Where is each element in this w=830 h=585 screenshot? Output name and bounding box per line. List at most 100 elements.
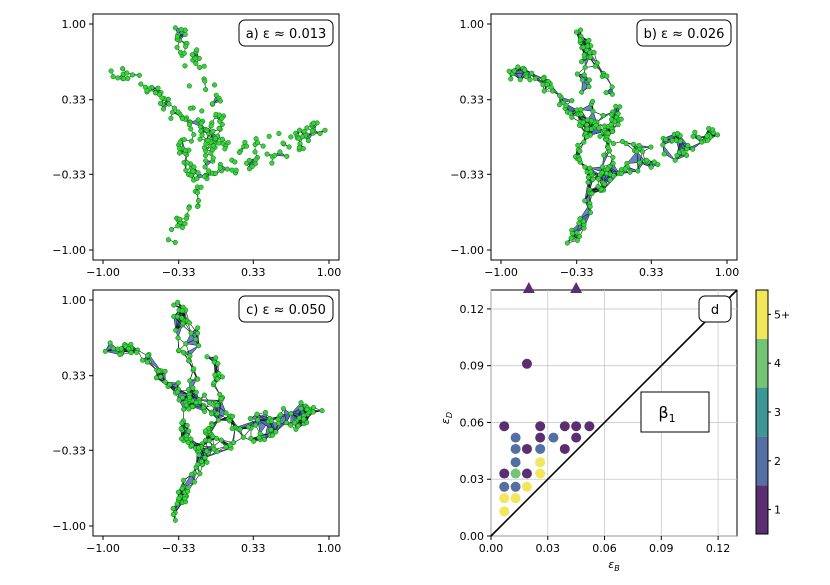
panel-b-title: b) ε ≈ 0.026 [644, 27, 725, 42]
colorbar-label: 5+ [774, 308, 790, 321]
data-point [189, 139, 194, 144]
data-point [199, 121, 204, 126]
data-point [173, 26, 178, 31]
data-point [195, 204, 200, 209]
data-point [204, 449, 209, 454]
data-point [705, 134, 710, 139]
data-point [600, 165, 605, 170]
data-point [183, 496, 188, 501]
data-point [199, 459, 204, 464]
data-point [119, 347, 124, 352]
persistence-point [535, 469, 545, 479]
data-point [662, 152, 667, 157]
data-point [656, 162, 661, 167]
data-point [216, 418, 221, 423]
data-point [210, 423, 215, 428]
data-point [681, 151, 686, 156]
data-point [195, 326, 200, 331]
data-point [589, 170, 594, 175]
y-tick-label: 0.33 [460, 94, 485, 107]
data-point [570, 231, 575, 236]
data-point [289, 411, 294, 416]
data-point [200, 109, 205, 114]
data-point [209, 412, 214, 417]
data-point [180, 395, 185, 400]
persistence-point [499, 421, 509, 431]
data-point [610, 129, 615, 134]
data-point [564, 103, 569, 108]
data-point [297, 128, 302, 133]
data-point [211, 144, 216, 149]
data-point [575, 238, 580, 243]
data-point [579, 59, 584, 64]
data-point [184, 433, 189, 438]
persistence-point [522, 359, 532, 369]
data-point [180, 486, 185, 491]
data-point [194, 48, 199, 53]
data-point [193, 56, 198, 61]
data-point [585, 134, 590, 139]
data-point [596, 177, 601, 182]
data-point [125, 76, 130, 81]
data-point [210, 101, 215, 106]
data-point [175, 34, 180, 39]
data-point [185, 423, 190, 428]
data-point [545, 82, 550, 87]
data-point [160, 96, 165, 101]
data-point [177, 217, 182, 222]
data-point [183, 148, 188, 153]
data-point [619, 171, 624, 176]
data-point [220, 137, 225, 142]
persistence-point [571, 421, 581, 431]
data-point [601, 153, 606, 158]
y-tick-label: −1.00 [52, 244, 86, 257]
data-point [287, 145, 292, 150]
data-point [311, 410, 316, 415]
data-point [217, 113, 222, 118]
data-point [609, 122, 614, 127]
x-tick-label: −1.00 [86, 542, 120, 555]
data-point [125, 71, 130, 76]
data-point [196, 171, 201, 176]
infinite-death-marker [523, 282, 535, 293]
x-tick-label: −1.00 [86, 266, 120, 279]
data-point [210, 434, 215, 439]
data-point [175, 45, 180, 50]
data-point [583, 199, 588, 204]
data-point [589, 119, 594, 124]
data-point [609, 117, 614, 122]
x-axis-label: εB [608, 558, 619, 573]
data-point [173, 240, 178, 245]
x-tick-label: 0.09 [649, 542, 674, 555]
data-point [507, 69, 512, 74]
data-point [192, 480, 197, 485]
data-point [697, 135, 702, 140]
data-point [184, 341, 189, 346]
data-point [305, 126, 310, 131]
data-point [191, 169, 196, 174]
data-point [580, 78, 585, 83]
data-point [604, 74, 609, 79]
data-point [189, 437, 194, 442]
data-point [167, 382, 172, 387]
data-point [195, 377, 200, 382]
persistence-point [499, 493, 509, 503]
data-point [205, 354, 210, 359]
y-tick-label: 0.06 [460, 416, 485, 429]
data-point [134, 350, 139, 355]
data-point [244, 161, 249, 166]
data-point [278, 412, 283, 417]
panel-a-label-box: a) ε ≈ 0.013 [239, 20, 333, 46]
data-point [284, 420, 289, 425]
x-tick-label: 0.06 [592, 542, 617, 555]
data-point [188, 127, 193, 132]
data-point [591, 109, 596, 114]
data-point [177, 151, 182, 156]
y-tick-label: 0.12 [460, 303, 485, 316]
data-point [232, 160, 237, 165]
x-tick-label: 0.03 [536, 542, 561, 555]
data-point [224, 445, 229, 450]
data-point [172, 106, 177, 111]
